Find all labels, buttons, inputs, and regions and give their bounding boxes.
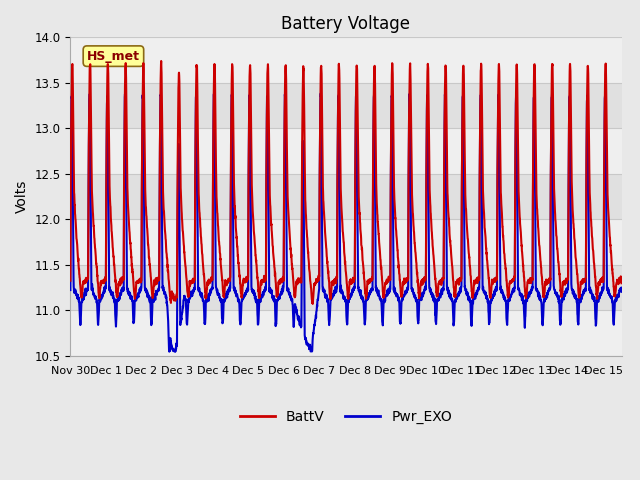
- BattV: [618, 280, 625, 286]
- BattV: [607, 249, 615, 254]
- BattV: [67, 278, 74, 284]
- Pwr_EXO: [278, 286, 285, 292]
- BattV: [129, 278, 137, 284]
- BattV: [278, 279, 285, 285]
- Text: HS_met: HS_met: [87, 49, 140, 62]
- BattV: [157, 58, 165, 64]
- Pwr_EXO: [165, 348, 173, 354]
- Pwr_EXO: [618, 289, 625, 295]
- Pwr_EXO: [302, 335, 310, 341]
- Pwr_EXO: [317, 91, 324, 96]
- Line: Pwr_EXO: Pwr_EXO: [70, 94, 621, 351]
- Pwr_EXO: [67, 287, 74, 293]
- BattV: [548, 81, 556, 87]
- Bar: [70, 128, 621, 174]
- BattV: [309, 301, 317, 307]
- Y-axis label: Volts: Volts: [15, 180, 29, 213]
- BattV: [163, 246, 170, 252]
- Pwr_EXO: [129, 317, 137, 323]
- Bar: [70, 219, 621, 265]
- Pwr_EXO: [607, 295, 615, 301]
- Line: BattV: BattV: [70, 61, 621, 304]
- Bar: [70, 37, 621, 83]
- Bar: [70, 311, 621, 356]
- Legend: BattV, Pwr_EXO: BattV, Pwr_EXO: [234, 404, 458, 430]
- Title: Battery Voltage: Battery Voltage: [282, 15, 410, 33]
- BattV: [302, 211, 310, 216]
- Pwr_EXO: [162, 293, 170, 299]
- Pwr_EXO: [548, 95, 556, 100]
